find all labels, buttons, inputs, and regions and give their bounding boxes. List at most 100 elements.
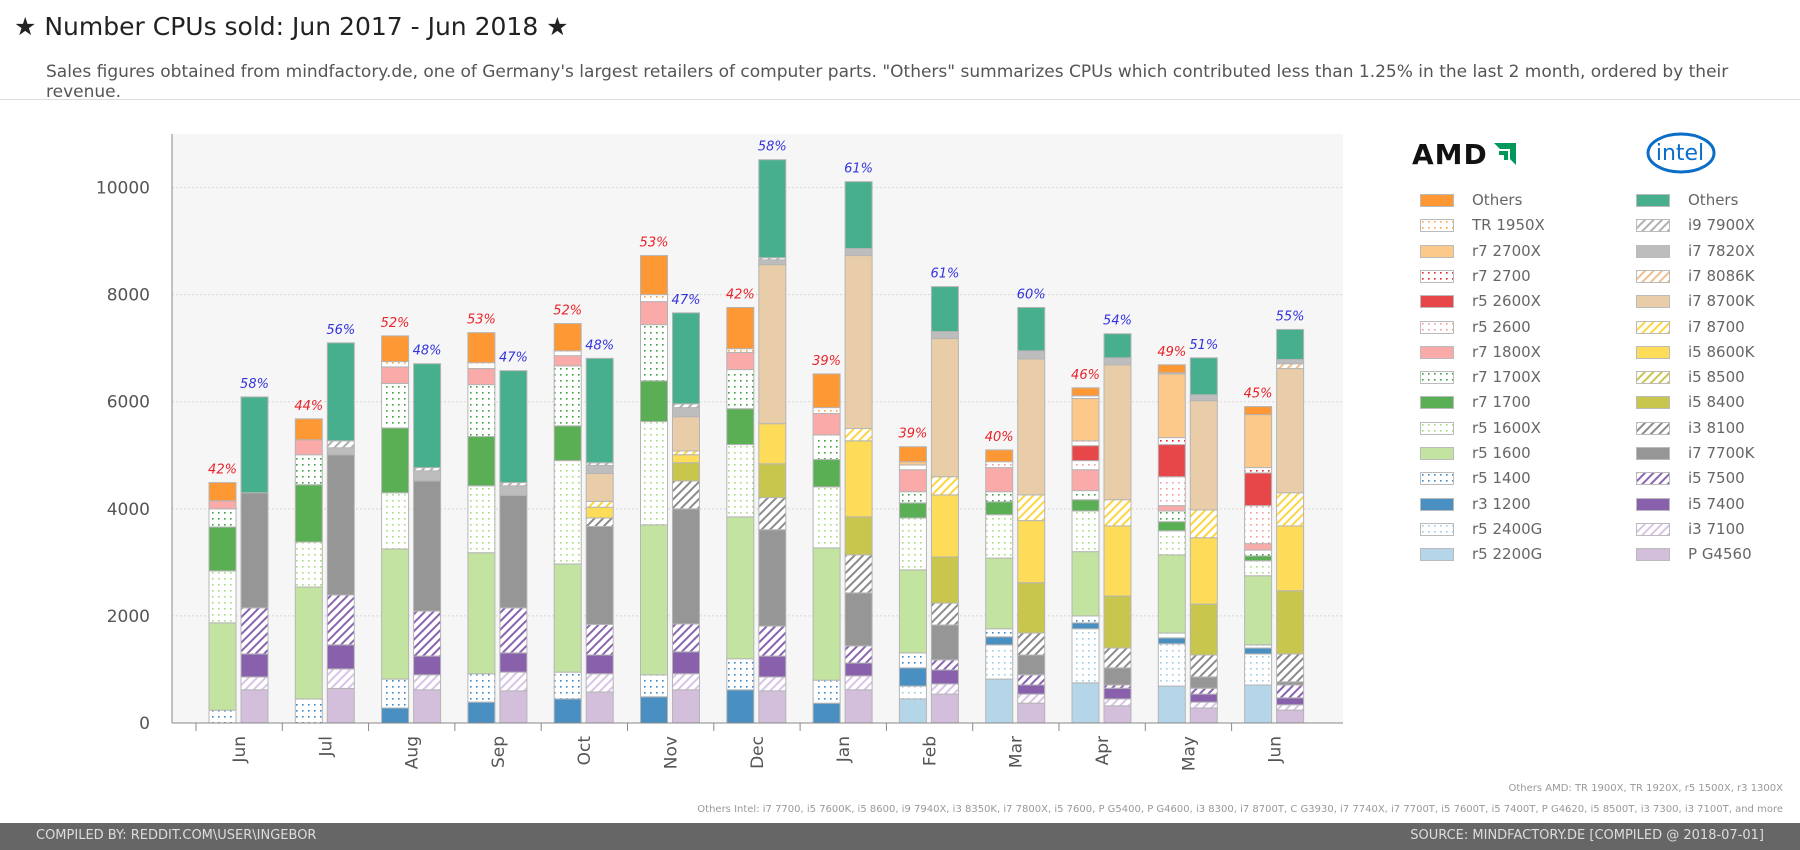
bar-segment-intel-i7-8700 (1189, 509, 1218, 539)
bar-segment-amd-r7-1800x (1071, 469, 1100, 492)
stacked-bar-chart: 42%58%44%56% 52%48%53%47%52%48%53%47% 42%5… (96, 134, 1343, 771)
plot-background (172, 134, 1343, 723)
bar-segment-amd-tr-1950x (726, 348, 755, 353)
legend-swatch (1420, 295, 1454, 309)
bar-segment-amd-r7-1800x (985, 467, 1014, 493)
bar-segment-amd-others (553, 323, 582, 352)
y-tick-label: 8000 (107, 286, 150, 306)
bar-segment-intel-i5-8400 (1189, 603, 1218, 656)
bar-segment-amd-r7-1800x (640, 301, 668, 326)
amd-share-label: 42% (726, 287, 755, 302)
bar-segment-amd-r5-2400g (985, 644, 1014, 680)
legend-swatch (1636, 345, 1670, 359)
bar-segment-intel-i5-7500 (585, 623, 614, 656)
bar-segment-intel-i7-8700k (585, 472, 614, 502)
bar-segment-intel-i3-8100 (585, 517, 614, 527)
bar-segment-amd-r7-1700 (208, 526, 237, 572)
bar-segment-amd-r3-1200 (1071, 622, 1100, 630)
bar-segment-intel-i7-8700k (1103, 364, 1132, 501)
bar-segment-intel-p-g4560 (672, 689, 700, 724)
bar-segment-amd-r7-1800x (726, 351, 755, 371)
bar-segment-amd-r5-1600 (294, 586, 323, 700)
bar-segment-amd-r3-1200 (1157, 637, 1186, 645)
bar-segment-intel-i5-8600k (758, 423, 787, 465)
bar-segment-amd-r5-1400 (985, 628, 1014, 638)
bar-segment-amd-r5-1400 (1071, 615, 1100, 624)
y-tick-label: 6000 (107, 393, 150, 413)
bar-segment-amd-r5-1600x (467, 485, 496, 554)
bar-segment-intel-others (672, 312, 700, 405)
bar-segment-amd-r5-1600x (640, 421, 668, 526)
bar-segment-amd-r5-1600 (381, 548, 410, 680)
bar-segment-intel-others (1276, 328, 1305, 360)
bar-segment-intel-i3-7100 (1276, 704, 1305, 711)
legend-swatch (1420, 320, 1454, 334)
bar-segment-intel-i3-7100 (326, 668, 355, 689)
intel-share-label: 55% (1276, 309, 1305, 324)
bar-segment-amd-r7-2700 (1157, 437, 1186, 446)
bar-segment-intel-i3-7100 (413, 674, 442, 691)
legend-label: P G4560 (1688, 545, 1752, 564)
bar-segment-amd-r7-1800x (1244, 543, 1273, 551)
legend-swatch (1636, 447, 1670, 460)
intel-share-label: 54% (1103, 314, 1132, 329)
amd-share-label: 52% (381, 316, 410, 331)
intel-share-label: 61% (844, 162, 873, 177)
bar-segment-amd-r5-1600x (812, 486, 841, 549)
bar-segment-amd-r5-2200g (898, 698, 927, 724)
bar-segment-intel-i7-8700k (930, 338, 959, 478)
legend-label: r7 1800X (1472, 342, 1541, 361)
bar-segment-amd-r7-1700 (640, 380, 668, 423)
bar-segment-amd-r5-1400 (381, 678, 410, 709)
bar-segment-amd-r7-1800x (381, 366, 410, 385)
bar-segment-amd-r7-1700x (1071, 490, 1100, 501)
bar-segment-intel-i5-7500 (758, 625, 787, 657)
bar-segment-amd-others (381, 335, 410, 363)
header-divider (0, 99, 1800, 100)
bar-segment-intel-i5-8400 (1103, 595, 1132, 649)
bar-segment-intel-i7-8700 (930, 476, 959, 496)
bar-segment-intel-i5-8600k (930, 494, 959, 558)
x-tick-label: Feb (920, 736, 940, 766)
bar-segment-intel-p-g4560 (413, 689, 442, 724)
bar-segment-intel-i5-7400 (844, 662, 873, 677)
amd-share-label: 52% (553, 304, 582, 319)
legend-swatch (1420, 396, 1454, 410)
bar-segment-intel-p-g4560 (758, 690, 787, 724)
bar-segment-amd-r7-1700x (898, 491, 927, 504)
bar-segment-intel-i5-8400 (758, 463, 787, 499)
legend-swatch (1636, 269, 1670, 283)
bar-segment-amd-r5-1400 (1157, 632, 1186, 639)
bar-segment-intel-i7-7700k (758, 529, 787, 627)
bar-segment-intel-i7-7700k (1017, 654, 1046, 676)
bar-segment-amd-others (1157, 364, 1186, 374)
intel-share-label: 58% (758, 140, 787, 155)
bar-segment-intel-i7-7700k (1103, 667, 1132, 686)
x-tick-label: Oct (575, 736, 595, 766)
bar-segment-intel-i5-8600k (672, 454, 700, 464)
bar-segment-amd-r7-1700x (1244, 549, 1273, 557)
bar-segment-intel-i5-7400 (326, 644, 355, 670)
bar-segment-intel-i5-7500 (240, 607, 269, 655)
bar-segment-intel-i7-7820x (844, 248, 873, 257)
intel-logo: intel (1646, 132, 1716, 174)
bar-segment-intel-i7-7820x (1276, 358, 1305, 365)
bar-segment-amd-r5-1600x (898, 517, 927, 571)
bar-segment-intel-i3-8100 (1103, 647, 1132, 669)
bar-segment-amd-r7-1800x (1157, 505, 1186, 512)
bar-segment-intel-others (1189, 357, 1218, 396)
bar-segment-amd-r5-1400 (812, 679, 841, 704)
bar-segment-amd-r7-2700x (1244, 414, 1273, 469)
legend-label: i5 7500 (1688, 469, 1745, 488)
intel-share-label: 58% (240, 377, 269, 392)
bar-segment-amd-r3-1200 (1244, 647, 1273, 655)
bar-segment-intel-others (930, 286, 959, 333)
legend-label: r5 1400 (1472, 469, 1531, 488)
bar-segment-intel-i7-8700 (1103, 499, 1132, 527)
bar-segment-intel-i3-7100 (930, 683, 959, 695)
bar-segment-intel-i5-7400 (413, 655, 442, 676)
bar-segment-amd-r5-2400g (898, 685, 927, 700)
bar-segment-intel-i5-7400 (1189, 693, 1218, 703)
bar-segment-amd-r5-2600x (1071, 445, 1100, 462)
bar-segment-intel-i5-8400 (1276, 590, 1305, 655)
